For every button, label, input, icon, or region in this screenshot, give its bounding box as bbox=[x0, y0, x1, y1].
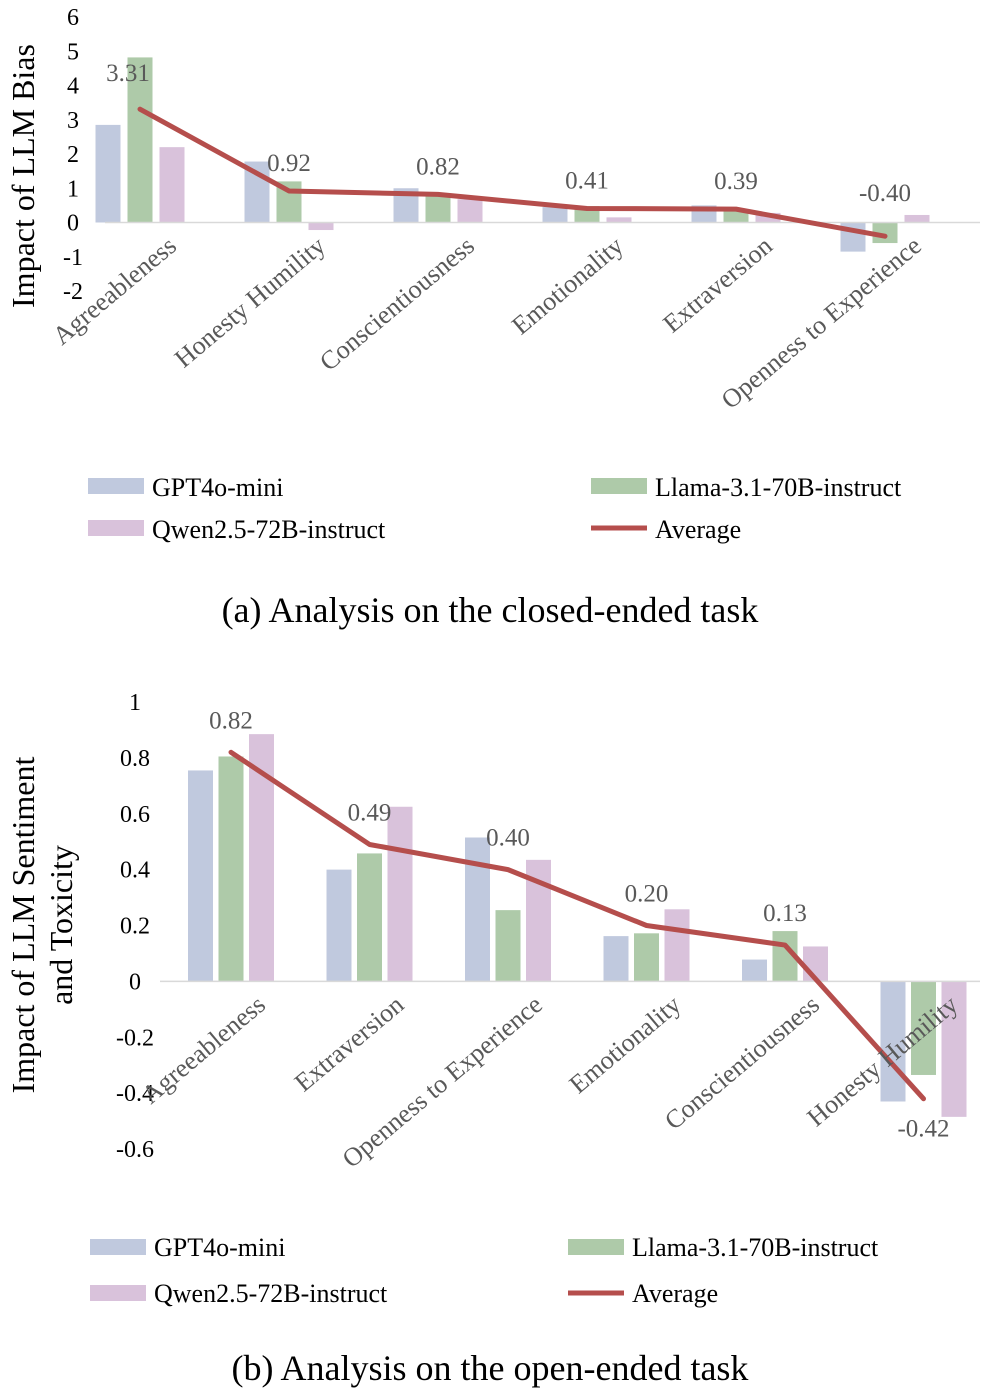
legend-swatch-gpt4o-mini bbox=[88, 478, 144, 494]
bar-gpt4o-mini bbox=[326, 869, 352, 982]
average-data-label: -0.40 bbox=[859, 180, 911, 207]
average-data-label: 0.13 bbox=[763, 900, 807, 927]
y-tick-label: 6 bbox=[67, 5, 79, 31]
bar-gpt4o-mini bbox=[880, 981, 906, 1102]
legend-label-average: Average bbox=[655, 515, 741, 544]
average-data-label: 0.82 bbox=[209, 707, 253, 734]
average-line bbox=[228, 749, 926, 1102]
category-label: Conscientiousness bbox=[314, 231, 480, 377]
y-axis-ticks: 1 0.8 0.6 0.4 0.2 0 -0.2 -0.4 -0.6 bbox=[116, 690, 154, 1163]
legend-swatch-gpt4o-mini bbox=[90, 1239, 146, 1255]
average-data-label: 3.31 bbox=[106, 60, 150, 87]
average-line bbox=[137, 106, 888, 239]
y-tick-label: 0.4 bbox=[120, 858, 150, 884]
y-tick-label: 0 bbox=[129, 969, 141, 995]
y-axis-label: Impact of LLM Bias bbox=[5, 44, 41, 308]
y-tick-label: 1 bbox=[67, 176, 79, 202]
bar-qwen2-5-72b-instruct bbox=[941, 981, 967, 1117]
category-label: Agreeableness bbox=[136, 990, 271, 1110]
bar-qwen2-5-72b-instruct bbox=[755, 212, 781, 223]
average-data-label: 0.40 bbox=[486, 825, 530, 852]
legend-label-average: Average bbox=[632, 1279, 718, 1308]
legend-label-qwen: Qwen2.5-72B-instruct bbox=[152, 515, 386, 544]
average-data-label: -0.42 bbox=[897, 1116, 949, 1143]
bar-qwen2-5-72b-instruct bbox=[387, 806, 413, 982]
bar-llama-3-1-70b-instruct bbox=[218, 756, 244, 982]
legend-label-llama: Llama-3.1-70B-instruct bbox=[655, 473, 902, 502]
bar-gpt4o-mini bbox=[742, 959, 767, 982]
y-tick-label: -0.6 bbox=[116, 1137, 154, 1163]
bar-gpt4o-mini bbox=[542, 207, 568, 223]
y-tick-label: -2 bbox=[63, 279, 83, 305]
legend-swatch-qwen bbox=[90, 1285, 146, 1301]
average-data-label: 0.41 bbox=[565, 167, 609, 194]
bar-qwen2-5-72b-instruct bbox=[904, 214, 930, 223]
category-label: Extraversion bbox=[289, 990, 409, 1098]
average-data-label: 0.20 bbox=[625, 881, 669, 908]
bar-llama-3-1-70b-instruct bbox=[872, 222, 898, 244]
average-data-labels: 0.82 0.49 0.40 0.20 0.13 -0.42 bbox=[209, 707, 949, 1142]
bar-llama-3-1-70b-instruct bbox=[634, 933, 659, 982]
legend-swatch-llama bbox=[568, 1239, 624, 1255]
y-tick-label: -1 bbox=[63, 245, 83, 271]
y-tick-label: -0.4 bbox=[116, 1081, 154, 1107]
bar-gpt4o-mini bbox=[95, 124, 121, 223]
average-data-label: 0.49 bbox=[348, 799, 392, 826]
bar-gpt4o-mini bbox=[465, 837, 490, 982]
y-axis-label-line-2: and Toxicity bbox=[43, 845, 79, 1005]
y-tick-label: 1 bbox=[129, 690, 141, 716]
y-tick-label: 2 bbox=[67, 142, 79, 168]
legend-label-gpt4o-mini: GPT4o-mini bbox=[152, 473, 283, 502]
bar-llama-3-1-70b-instruct bbox=[495, 910, 521, 982]
category-label: Emotionality bbox=[564, 990, 687, 1099]
average-data-label: 0.92 bbox=[267, 150, 311, 177]
bar-qwen2-5-72b-instruct bbox=[664, 909, 690, 982]
y-tick-label: 0 bbox=[67, 211, 79, 237]
y-tick-label: 0.8 bbox=[120, 746, 150, 772]
bar-qwen2-5-72b-instruct bbox=[606, 217, 632, 223]
y-axis-label-line-1: Impact of LLM Sentiment bbox=[5, 756, 41, 1093]
bar-qwen2-5-72b-instruct bbox=[457, 199, 483, 223]
bar-llama-3-1-70b-instruct bbox=[425, 193, 451, 223]
y-tick-label: 4 bbox=[67, 74, 79, 100]
bar-llama-3-1-70b-instruct bbox=[127, 57, 153, 223]
chart-closed-ended: 6 5 4 3 2 1 0 -1 -2 3.31 0.92 0.82 0.41 0.39 -0.40 Ag… bbox=[5, 5, 980, 630]
y-axis-ticks: 6 5 4 3 2 1 0 -1 -2 bbox=[63, 5, 83, 305]
legend-swatch-llama bbox=[591, 478, 647, 494]
legend: GPT4o-mini Llama-3.1-70B-instruct Qwen2.… bbox=[90, 1233, 879, 1308]
y-tick-label: 3 bbox=[67, 108, 79, 134]
average-data-label: 0.82 bbox=[416, 153, 460, 180]
bar-llama-3-1-70b-instruct bbox=[357, 853, 382, 982]
caption-a: (a) Analysis on the closed-ended task bbox=[222, 590, 759, 630]
y-tick-label: 0.6 bbox=[120, 802, 150, 828]
category-label: Honesty Humility bbox=[169, 231, 331, 373]
legend-label-llama: Llama-3.1-70B-instruct bbox=[632, 1233, 879, 1262]
bar-gpt4o-mini bbox=[188, 770, 213, 982]
legend: GPT4o-mini Llama-3.1-70B-instruct Qwen2.… bbox=[88, 473, 902, 544]
bar-gpt4o-mini bbox=[603, 936, 629, 982]
chart-open-ended: 10.80.60.40.20-0.2-0.4-0.6 0.820.490.400… bbox=[5, 690, 980, 1388]
average-data-labels: 3.31 0.92 0.82 0.41 0.39 -0.40 bbox=[106, 60, 911, 207]
legend-label-gpt4o-mini: GPT4o-mini bbox=[154, 1233, 285, 1262]
bar-llama-3-1-70b-instruct bbox=[911, 981, 936, 1075]
legend-swatch-qwen bbox=[88, 520, 144, 536]
bars bbox=[188, 734, 967, 1117]
caption-b: (b) Analysis on the open-ended task bbox=[232, 1348, 749, 1388]
y-tick-label: 0.2 bbox=[120, 914, 150, 940]
average-data-label: 0.39 bbox=[714, 168, 758, 195]
bar-qwen2-5-72b-instruct bbox=[159, 147, 185, 223]
bar-qwen2-5-72b-instruct bbox=[308, 222, 334, 231]
legend-label-qwen: Qwen2.5-72B-instruct bbox=[154, 1279, 388, 1308]
y-tick-label: -0.2 bbox=[116, 1025, 154, 1051]
category-label: Extraversion bbox=[657, 231, 777, 339]
category-label: Emotionality bbox=[506, 231, 629, 340]
y-tick-label: 5 bbox=[67, 39, 79, 65]
